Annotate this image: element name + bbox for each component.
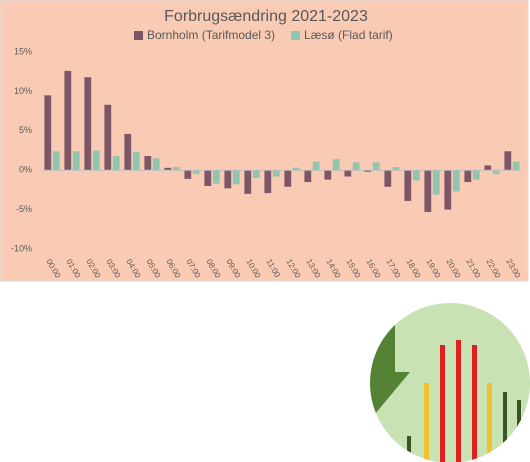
bar (452, 170, 460, 192)
bar (412, 170, 420, 181)
icon-bar (407, 436, 411, 462)
bar (92, 150, 100, 171)
bar (72, 151, 80, 171)
bar (232, 170, 240, 185)
bar (64, 70, 72, 171)
bar (364, 170, 372, 172)
icon-bar (517, 400, 521, 460)
y-tick-label: -10% (11, 243, 32, 253)
icon-bar (456, 340, 461, 462)
y-tick-label: 0% (19, 165, 32, 175)
bar (44, 95, 52, 171)
bar (272, 170, 280, 177)
icon-bar (472, 345, 477, 462)
y-tick-label: 15% (14, 46, 32, 56)
bar (444, 170, 452, 210)
y-tick-label: 5% (19, 125, 32, 135)
bar (284, 170, 292, 187)
bar (324, 170, 332, 180)
icon-bar (503, 392, 507, 462)
bar (172, 167, 180, 171)
bar (124, 133, 132, 171)
bar (292, 167, 300, 171)
legend-label: Læsø (Flad tarif) (304, 28, 393, 42)
bar (244, 170, 252, 194)
bar (224, 170, 232, 189)
bar (472, 170, 480, 180)
bar (484, 165, 492, 171)
chart-title: Forbrugsændring 2021-2023 (164, 8, 368, 25)
bar (504, 151, 512, 171)
bar (132, 152, 140, 171)
bar (352, 162, 360, 171)
bar (332, 159, 340, 171)
bar (464, 170, 472, 183)
decorative-icon (370, 303, 530, 462)
bar (84, 77, 92, 171)
legend-swatch (134, 31, 143, 40)
bar (304, 170, 312, 183)
bar (372, 162, 380, 171)
legend-label: Bornholm (Tarifmodel 3) (147, 28, 275, 42)
bar (144, 156, 152, 171)
bar (512, 161, 520, 171)
y-tick-label: 10% (14, 86, 32, 96)
bar (312, 161, 320, 171)
icon-bar (487, 383, 492, 462)
bar (264, 170, 272, 194)
bar (192, 170, 200, 175)
y-tick-label: -5% (16, 204, 32, 214)
icon-bar (440, 345, 445, 462)
bar (112, 156, 120, 171)
bar (424, 170, 432, 212)
legend-swatch (291, 31, 301, 40)
bar (164, 167, 172, 171)
bar (384, 170, 392, 187)
bar (212, 170, 220, 184)
bar (344, 170, 352, 177)
bar (204, 170, 212, 186)
bar (52, 151, 60, 171)
icon-bar (424, 383, 429, 462)
bar (404, 170, 412, 201)
bar (104, 104, 112, 171)
bar (392, 167, 400, 171)
bar (432, 170, 440, 195)
bar (184, 170, 192, 179)
bar (252, 170, 260, 179)
bar (492, 170, 500, 175)
bar (152, 158, 160, 171)
